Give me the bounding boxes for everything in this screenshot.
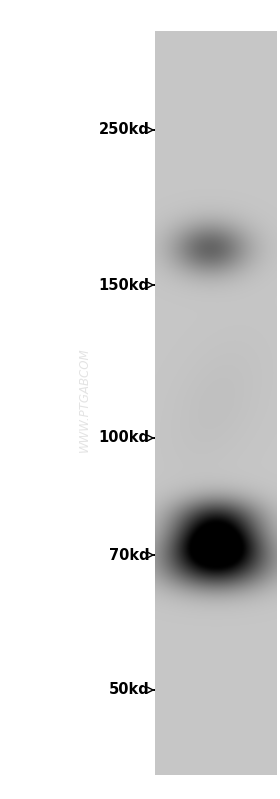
Text: 70kd: 70kd — [109, 547, 150, 562]
Text: WWW.PTGABCOM: WWW.PTGABCOM — [78, 348, 90, 451]
Text: 150kd: 150kd — [98, 277, 150, 292]
Text: 100kd: 100kd — [98, 431, 150, 446]
Text: 50kd: 50kd — [109, 682, 150, 698]
Text: 250kd: 250kd — [99, 122, 150, 137]
